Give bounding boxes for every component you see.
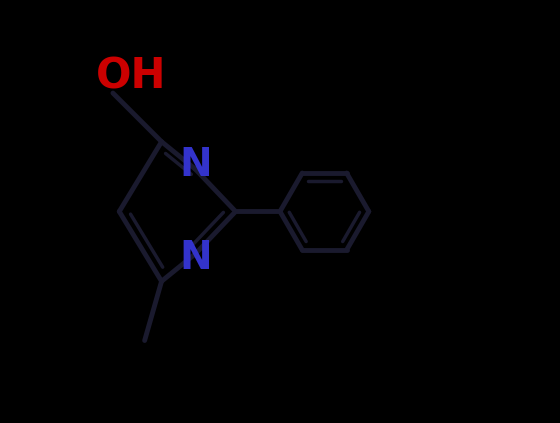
Text: N: N (179, 146, 212, 184)
Text: OH: OH (96, 55, 166, 97)
Text: N: N (179, 239, 212, 277)
